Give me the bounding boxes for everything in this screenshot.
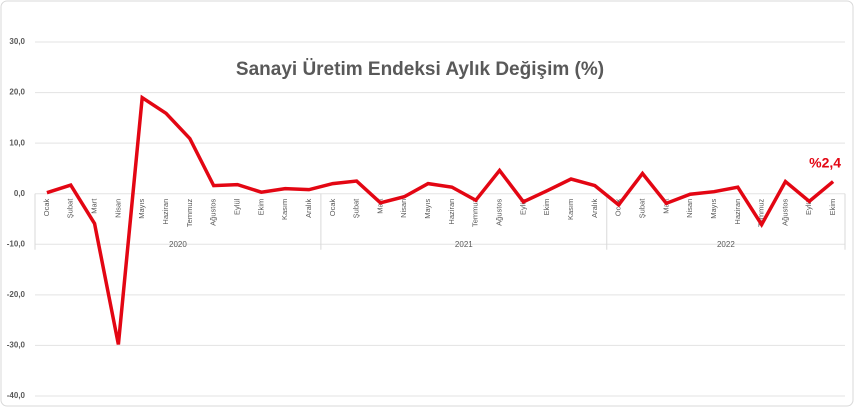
x-tick-label: Mart <box>90 198 99 214</box>
x-tick-label: Kasım <box>280 199 289 220</box>
x-tick-label: Kasım <box>566 199 575 220</box>
x-tick-label: Şubat <box>352 198 361 219</box>
x-tick-label: Ağustos <box>780 198 789 225</box>
x-tick-label: Eylül <box>518 198 527 215</box>
data-line <box>46 94 835 345</box>
y-tick-label: 30,0 <box>9 37 25 46</box>
x-tick-label: Mayıs <box>137 198 146 218</box>
x-tick-label: Ağustos <box>209 198 218 225</box>
y-tick-label: 20,0 <box>9 88 25 97</box>
y-tick-label: -10,0 <box>7 239 26 248</box>
data-label: %2,4 <box>809 154 841 170</box>
x-tick-label: Şubat <box>637 198 646 219</box>
y-tick-label: -30,0 <box>7 341 26 350</box>
group-label: 2021 <box>455 240 473 249</box>
x-tick-label: Ocak <box>614 198 623 216</box>
x-tick-label: Ekim <box>542 199 551 216</box>
x-tick-label: Haziran <box>161 199 170 225</box>
x-tick-label: Nisan <box>399 199 408 218</box>
x-tick-label: Ocak <box>42 198 51 216</box>
x-tick-label: Haziran <box>447 199 456 225</box>
x-tick-label: Mayıs <box>423 198 432 218</box>
x-tick-label: Aralık <box>590 198 599 217</box>
x-tick-label: Şubat <box>66 198 75 219</box>
x-tick-label: Nisan <box>685 199 694 218</box>
x-tick-label: Eylül <box>804 198 813 215</box>
x-tick-label: Mart <box>375 198 384 214</box>
x-tick-label: Aralık <box>304 198 313 217</box>
x-tick-label: Ekim <box>256 199 265 216</box>
x-tick-label: Temmuz <box>471 198 480 227</box>
x-tick-label: Ağustos <box>495 198 504 225</box>
y-tick-label: -40,0 <box>7 391 26 400</box>
group-label: 2020 <box>169 240 187 249</box>
y-tick-label: 10,0 <box>9 138 25 147</box>
x-tick-label: Temmuz <box>185 198 194 227</box>
group-label: 2022 <box>717 240 735 249</box>
x-tick-label: Temmuz <box>757 198 766 227</box>
x-tick-label: Ekim <box>828 199 837 216</box>
chart-title: Sanayi Üretim Endeksi Aylık Değişim (%) <box>236 59 604 80</box>
x-tick-label: Eylül <box>232 198 241 215</box>
x-tick-label: Mart <box>661 198 670 214</box>
x-tick-label: Mayıs <box>709 198 718 218</box>
x-tick-label: Ocak <box>328 198 337 216</box>
y-tick-label: 0,0 <box>14 189 26 198</box>
x-tick-label: Nisan <box>113 199 122 218</box>
y-tick-label: -20,0 <box>7 290 26 299</box>
x-tick-label: Haziran <box>733 199 742 225</box>
